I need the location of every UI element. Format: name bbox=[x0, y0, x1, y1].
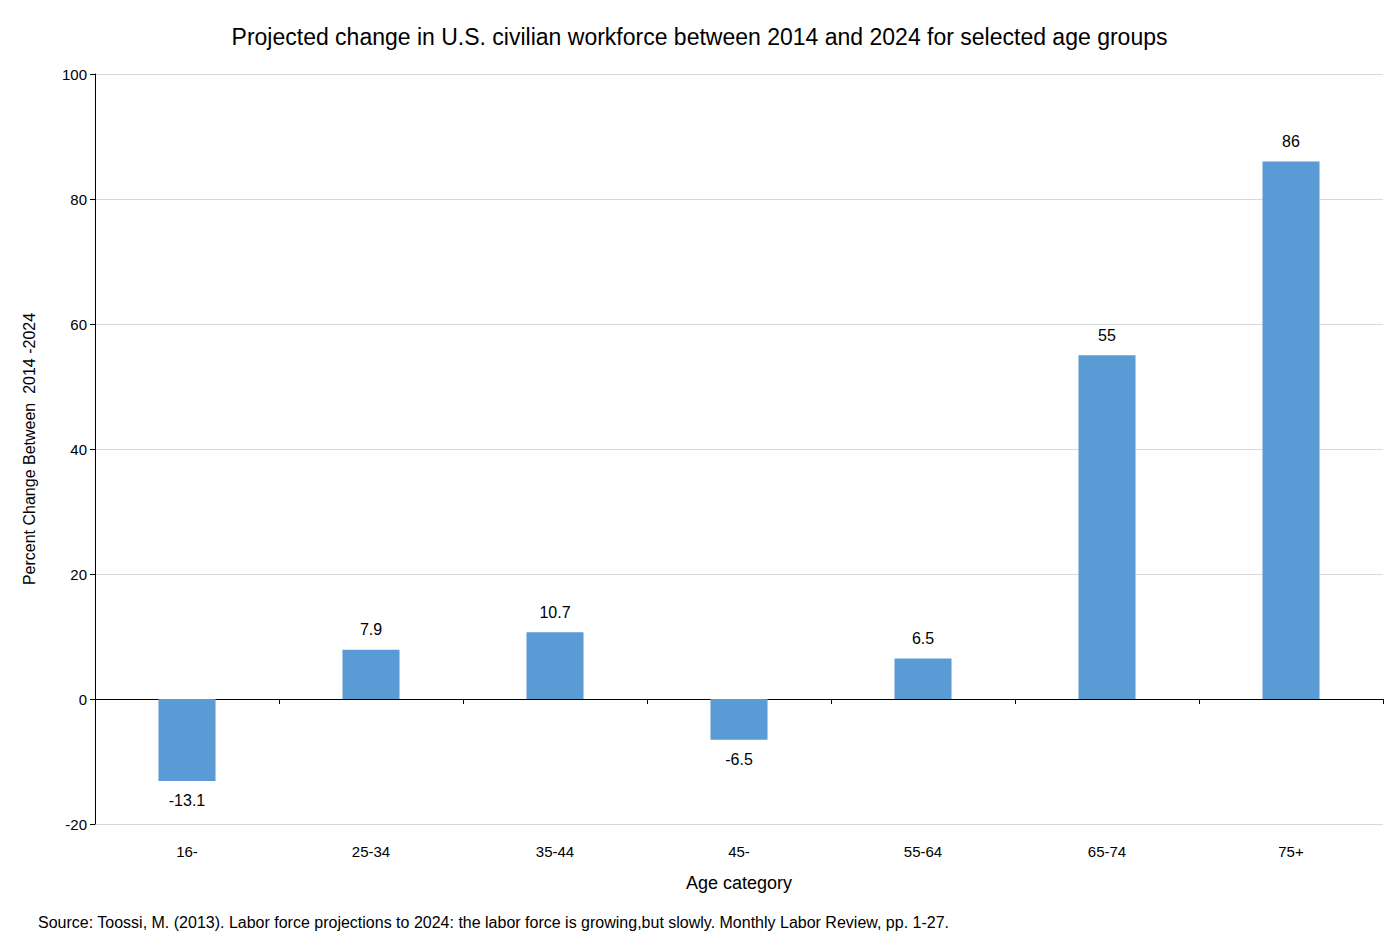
svg-text:55: 55 bbox=[1098, 327, 1116, 344]
svg-text:-20: -20 bbox=[65, 816, 87, 833]
svg-text:10.7: 10.7 bbox=[539, 604, 570, 621]
svg-text:Source: Toossi, M. (2013). Lab: Source: Toossi, M. (2013). Labor force p… bbox=[38, 914, 949, 931]
svg-text:Projected change in U.S. civil: Projected change in U.S. civilian workfo… bbox=[232, 24, 1168, 50]
svg-text:86: 86 bbox=[1282, 133, 1300, 150]
svg-text:16-: 16- bbox=[176, 843, 198, 860]
svg-text:-6.5: -6.5 bbox=[725, 751, 753, 768]
svg-text:7.9: 7.9 bbox=[360, 621, 382, 638]
svg-text:45-: 45- bbox=[728, 843, 750, 860]
svg-text:6.5: 6.5 bbox=[912, 630, 934, 647]
svg-text:35-44: 35-44 bbox=[536, 843, 574, 860]
svg-text:60: 60 bbox=[70, 316, 87, 333]
svg-text:-13.1: -13.1 bbox=[169, 792, 206, 809]
svg-text:80: 80 bbox=[70, 191, 87, 208]
svg-text:40: 40 bbox=[70, 441, 87, 458]
svg-text:20: 20 bbox=[70, 566, 87, 583]
svg-text:0: 0 bbox=[79, 691, 87, 708]
svg-text:25-34: 25-34 bbox=[352, 843, 390, 860]
svg-text:75+: 75+ bbox=[1278, 843, 1304, 860]
svg-text:Age category: Age category bbox=[686, 873, 792, 893]
svg-text:55-64: 55-64 bbox=[904, 843, 942, 860]
svg-text:100: 100 bbox=[62, 66, 87, 83]
svg-text:65-74: 65-74 bbox=[1088, 843, 1126, 860]
svg-text:Percent Change Between 2014 -: Percent Change Between 2014 -2024 bbox=[21, 313, 38, 585]
